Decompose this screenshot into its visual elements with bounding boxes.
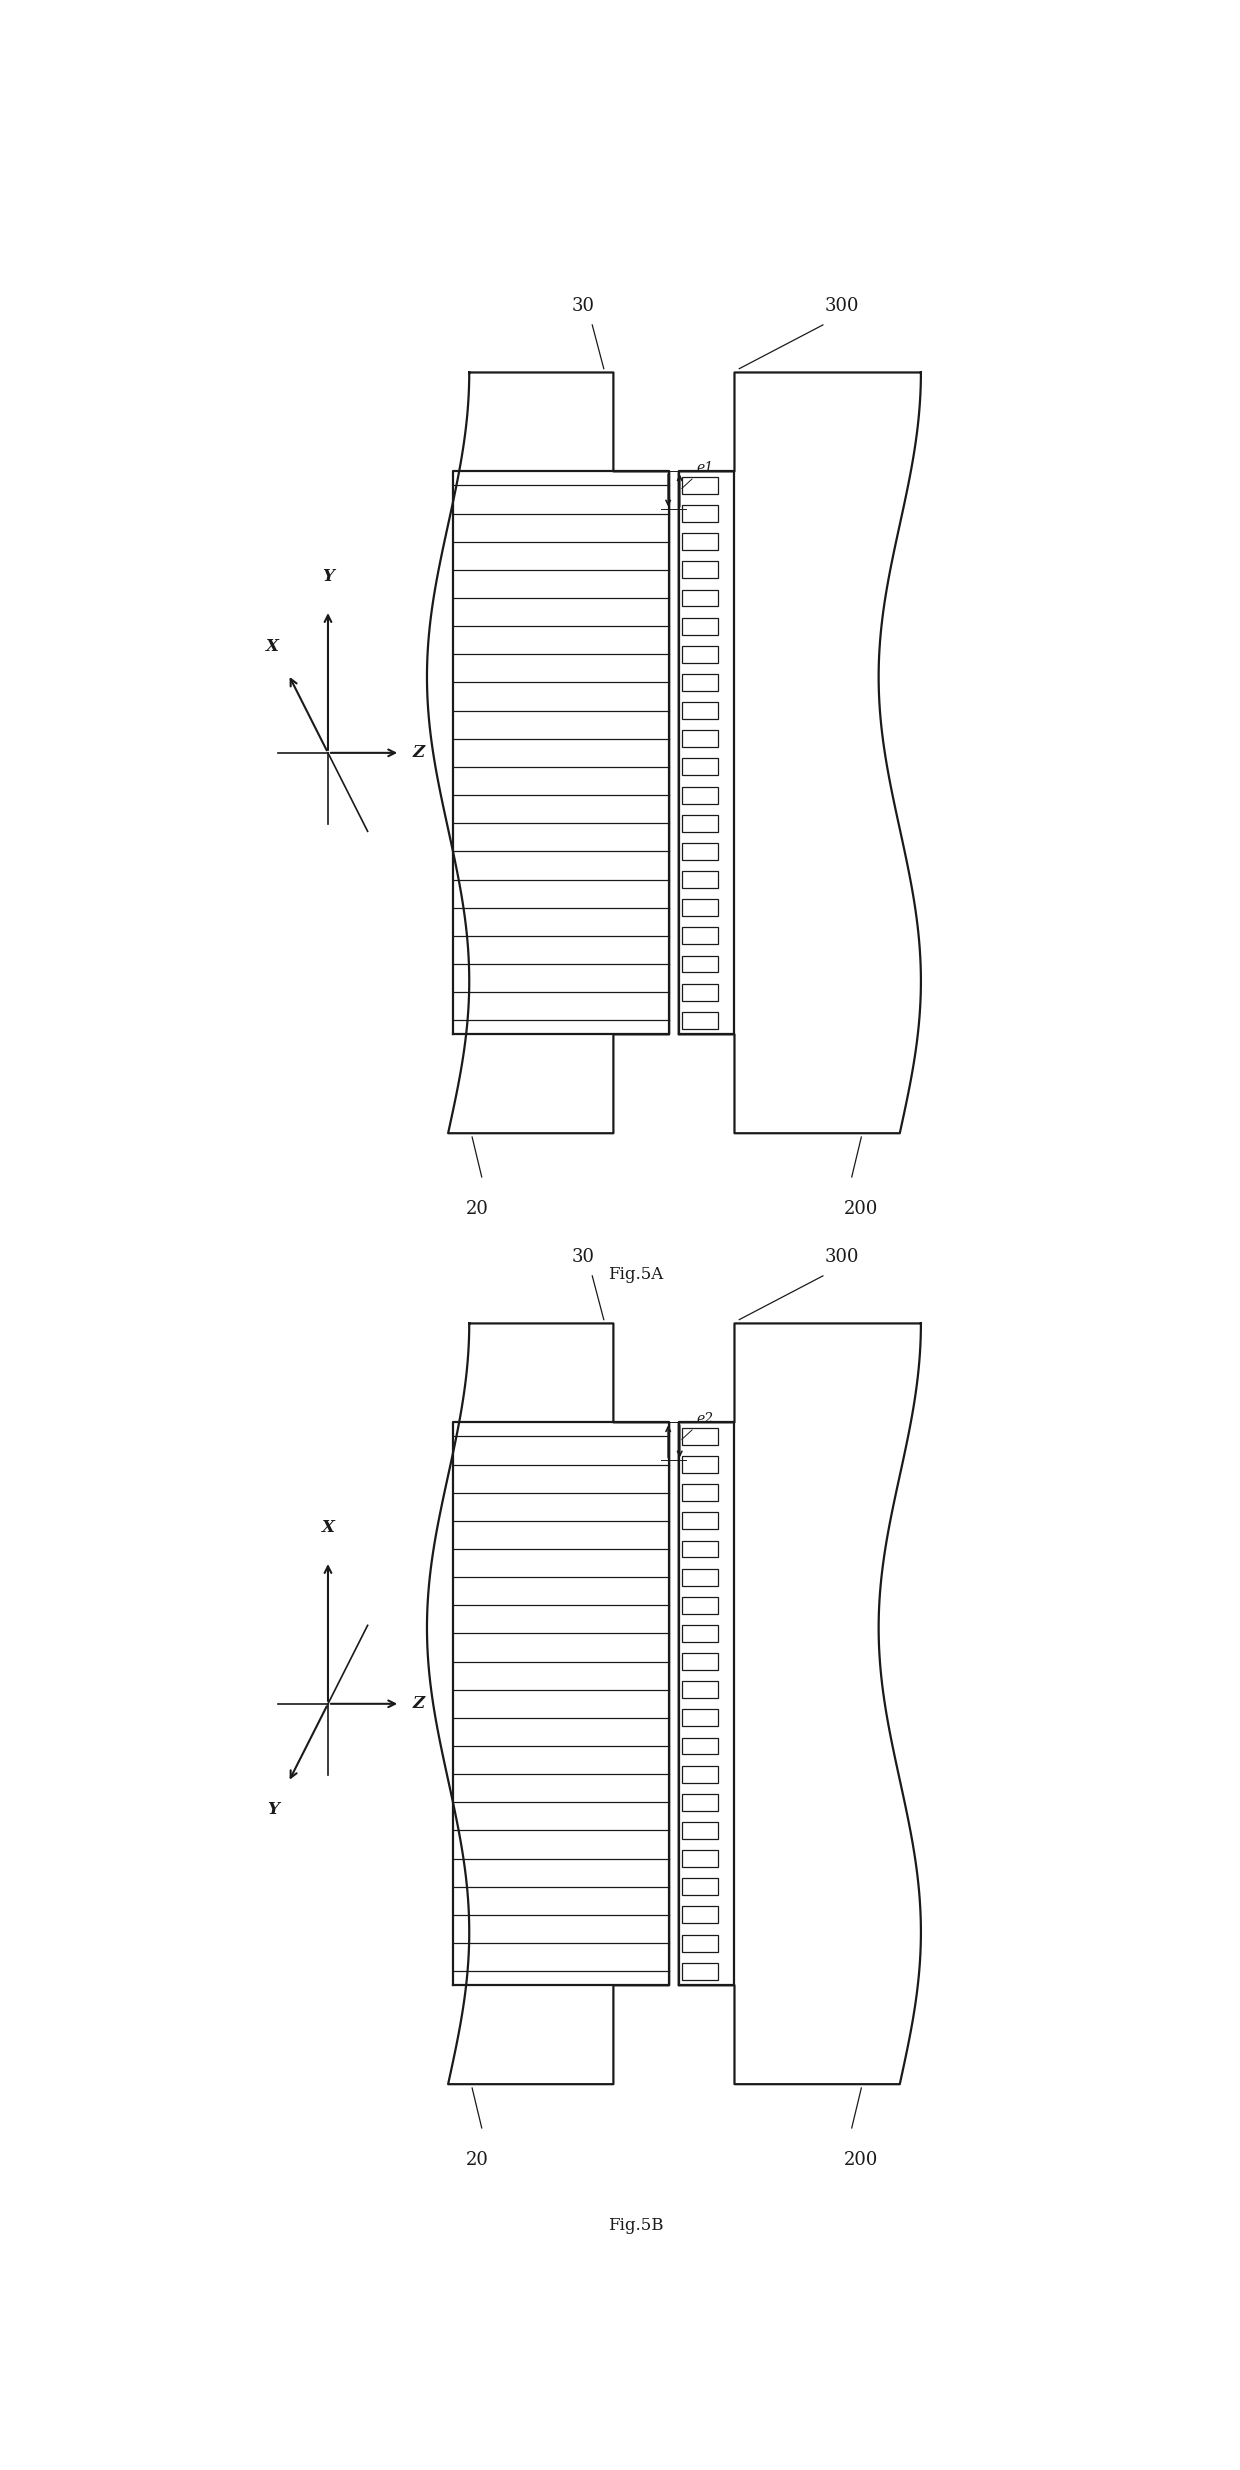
Text: X: X xyxy=(321,1519,335,1536)
Bar xyxy=(682,815,718,832)
Bar xyxy=(682,1484,718,1502)
Bar xyxy=(682,731,718,748)
Bar xyxy=(682,842,718,860)
Bar xyxy=(682,506,718,521)
Text: Y: Y xyxy=(322,568,334,585)
Bar xyxy=(682,477,718,494)
Bar xyxy=(682,785,718,803)
Text: 300: 300 xyxy=(825,296,859,316)
Bar xyxy=(682,1457,718,1472)
Text: Fig.5A: Fig.5A xyxy=(608,1267,663,1284)
Bar xyxy=(682,1625,718,1643)
Bar xyxy=(682,983,718,1000)
Bar xyxy=(682,1682,718,1699)
Text: X: X xyxy=(265,637,279,655)
Bar xyxy=(682,618,718,635)
Bar xyxy=(682,758,718,776)
Text: 20: 20 xyxy=(465,2151,489,2169)
Text: Z: Z xyxy=(413,743,424,761)
Bar xyxy=(682,1850,718,1867)
Bar xyxy=(682,561,718,578)
Text: 20: 20 xyxy=(465,1200,489,1218)
Bar xyxy=(682,1736,718,1754)
Text: 30: 30 xyxy=(572,296,594,316)
Bar xyxy=(682,1541,718,1559)
Bar xyxy=(682,1964,718,1978)
Bar xyxy=(682,674,718,692)
Bar xyxy=(682,1934,718,1951)
Bar xyxy=(682,1709,718,1727)
Text: Z: Z xyxy=(413,1694,424,1712)
Bar xyxy=(682,1907,718,1924)
Bar xyxy=(682,701,718,719)
Bar xyxy=(682,1793,718,1811)
Bar xyxy=(682,1512,718,1529)
Text: 30: 30 xyxy=(572,1247,594,1267)
Bar xyxy=(682,899,718,916)
Bar xyxy=(682,872,718,889)
Text: 300: 300 xyxy=(825,1247,859,1267)
Bar xyxy=(682,590,718,608)
Text: 200: 200 xyxy=(844,2151,878,2169)
Bar xyxy=(682,534,718,551)
Bar xyxy=(682,1013,718,1028)
Bar xyxy=(682,1766,718,1783)
Bar xyxy=(682,645,718,662)
Text: e1: e1 xyxy=(696,462,713,474)
Text: e2: e2 xyxy=(696,1413,713,1425)
Bar xyxy=(682,926,718,944)
Bar xyxy=(682,1428,718,1445)
Text: 200: 200 xyxy=(844,1200,878,1218)
Bar xyxy=(682,1823,718,1840)
Text: Y: Y xyxy=(267,1801,279,1818)
Bar xyxy=(682,956,718,973)
Bar xyxy=(682,1596,718,1613)
Bar xyxy=(682,1568,718,1586)
Bar xyxy=(682,1652,718,1670)
Bar xyxy=(682,1877,718,1894)
Text: Fig.5B: Fig.5B xyxy=(608,2218,663,2235)
